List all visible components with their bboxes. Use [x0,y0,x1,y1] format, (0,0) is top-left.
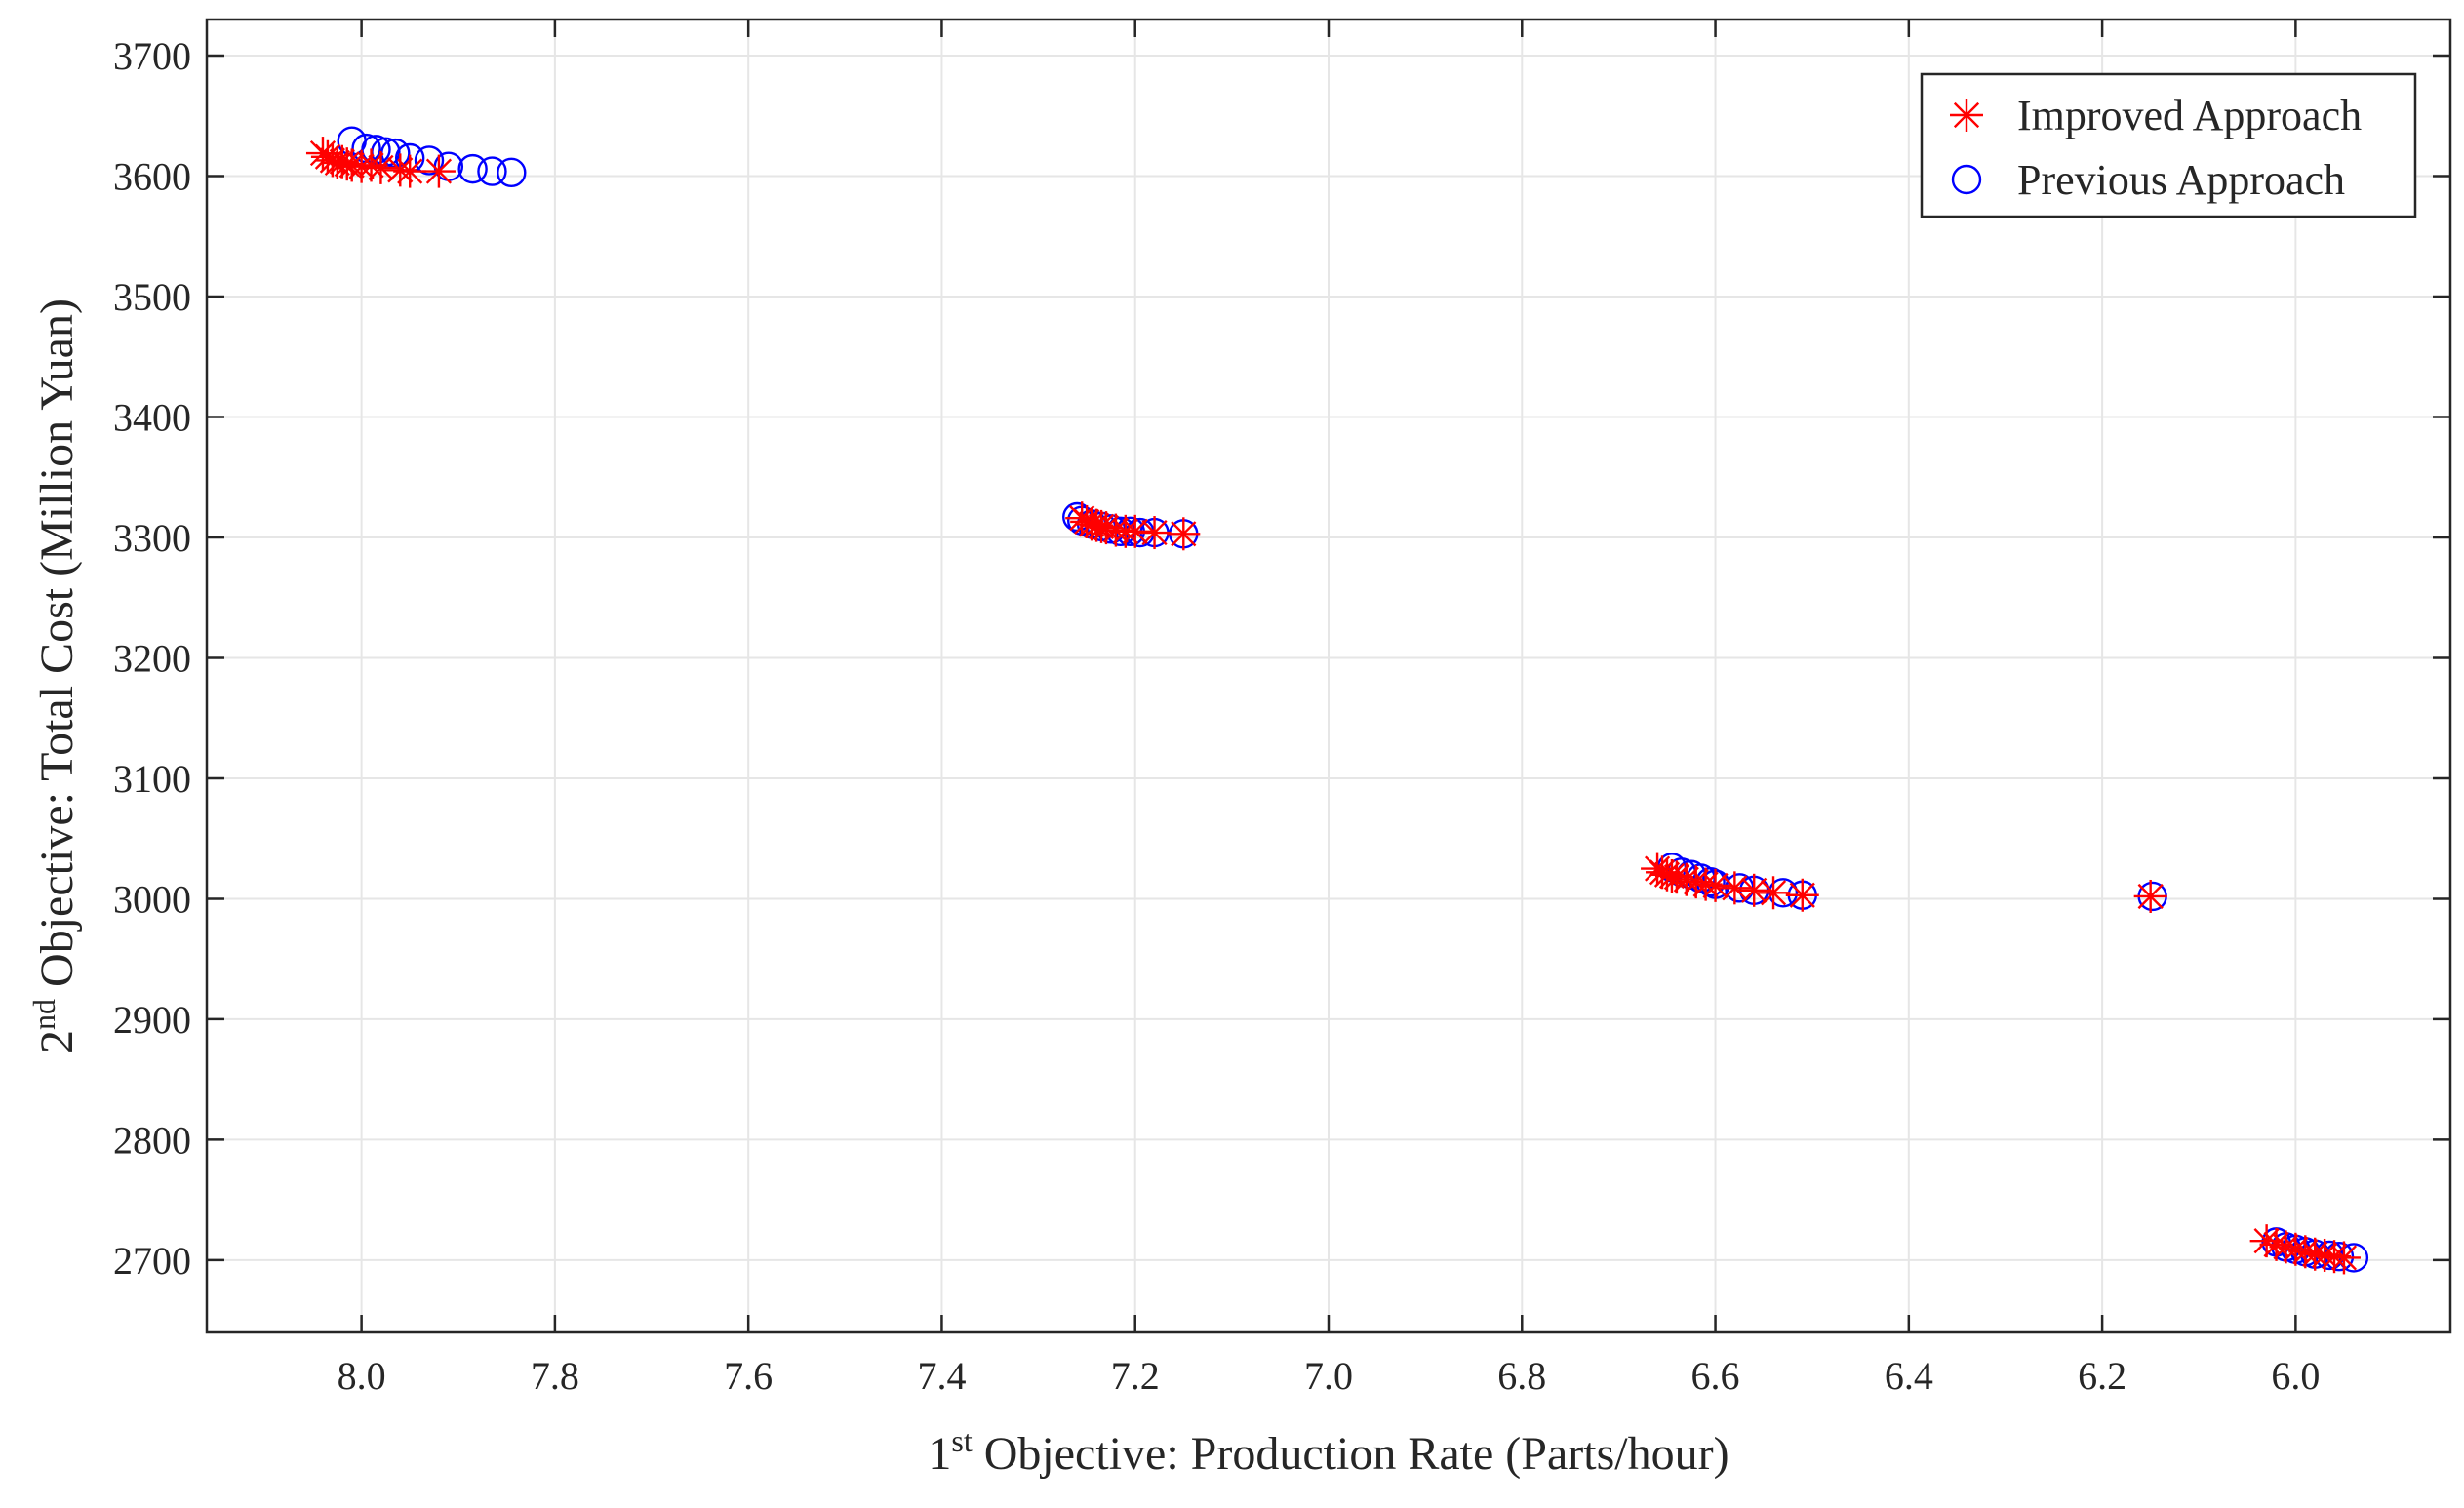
y-tick-label: 2700 [113,1239,191,1283]
y-axis-title-prefix: 2 [31,1030,83,1053]
data-point-asterisk [1718,871,1752,905]
y-tick-label: 3100 [113,757,191,801]
x-tick-label: 7.2 [1111,1354,1160,1398]
legend-marker-improved [1950,99,1983,132]
x-tick-label: 6.4 [1885,1354,1933,1398]
x-tick-label: 7.6 [724,1354,773,1398]
data-point-circle [497,157,527,188]
x-tick-label: 7.0 [1304,1354,1353,1398]
legend-label-improved: Improved Approach [2017,92,2362,139]
grid [207,20,2450,1332]
data-point-asterisk [2249,1224,2284,1258]
x-tick-label: 7.4 [917,1354,966,1398]
x-axis-title: 1st Objective: Production Rate (Parts/ho… [928,1423,1729,1480]
data-point-asterisk [421,154,456,188]
y-axis-title: 2nd Objective: Total Cost (Million Yuan) [26,298,83,1053]
y-tick-label: 3300 [113,516,191,560]
data-point-asterisk [1646,855,1680,890]
y-tick-label: 3700 [113,34,191,78]
legend-label-previous: Previous Approach [2017,156,2345,204]
y-tick-label: 2900 [113,998,191,1042]
x-tick-label: 6.2 [2078,1354,2126,1398]
y-tick-label: 3000 [113,877,191,921]
legend: Improved Approach Previous Approach [1920,72,2417,218]
legend-circle-icon [1951,164,1982,195]
x-tick-label: 6.6 [1691,1354,1740,1398]
data-point-circle [457,153,488,184]
plot-area-frame [205,18,2452,1334]
x-tick-label: 7.8 [531,1354,579,1398]
y-axis-title-text: Objective: Total Cost (Million Yuan) [31,298,83,999]
x-tick-label: 6.0 [2271,1354,2320,1398]
legend-box [1920,72,2417,218]
data-point-asterisk [2326,1241,2361,1275]
data-point-asterisk [1757,876,1791,910]
data-point-circle [414,145,445,176]
y-tick-label: 3600 [113,155,191,199]
y-tick-label: 3200 [113,636,191,680]
x-axis-title-prefix: 1 [928,1428,951,1480]
x-tick-label: 8.0 [338,1354,386,1398]
data-series [305,126,2369,1275]
legend-marker-previous [1951,164,1982,195]
axis-ticks: 8.0 7.8 7.6 7.4 7.2 7.0 6.8 6.6 6.4 6.2 6.0 2700 280… [113,20,2450,1398]
y-tick-label: 2800 [113,1118,191,1162]
data-point-asterisk [1137,516,1172,550]
data-point-circle [477,156,507,186]
legend-asterisk-icon [1950,99,1983,132]
data-point-asterisk [1785,878,1819,912]
series-improved-approach [305,137,2361,1275]
data-point-asterisk [1689,867,1723,901]
data-point-asterisk [1167,517,1201,551]
x-axis-title-superscript: st [951,1423,972,1458]
data-point-asterisk [1070,504,1104,538]
x-axis-title-text: Objective: Production Rate (Parts/hour) [973,1428,1729,1480]
data-point-asterisk [393,154,427,188]
data-point-asterisk [325,144,359,179]
data-point-asterisk [1118,514,1152,548]
y-tick-label: 3500 [113,275,191,319]
data-point-asterisk [2133,879,2167,913]
y-tick-label: 3400 [113,396,191,440]
y-axis-title-superscript: nd [26,999,61,1030]
x-tick-label: 6.8 [1497,1354,1546,1398]
